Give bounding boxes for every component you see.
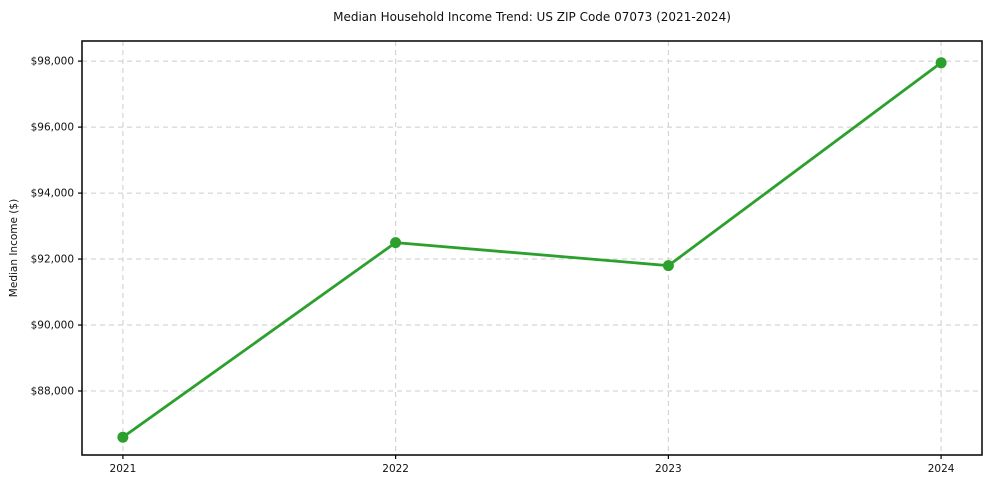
y-tick-label: $94,000 [31, 188, 74, 200]
y-tick-label: $90,000 [31, 320, 74, 332]
x-tick-label: 2023 [655, 463, 682, 475]
x-tick-label: 2024 [928, 463, 955, 475]
data-point-marker [390, 237, 402, 249]
y-tick-label: $92,000 [31, 254, 74, 266]
data-point-marker [117, 431, 129, 443]
y-tick-label: $88,000 [31, 386, 74, 398]
x-tick-label: 2022 [382, 463, 409, 475]
x-tick-label: 2021 [110, 463, 137, 475]
trend-line [121, 61, 943, 439]
y-tick-label: $98,000 [31, 56, 74, 68]
data-point-marker [662, 260, 674, 272]
plot-frame [81, 40, 983, 456]
chart-title: Median Household Income Trend: US ZIP Co… [333, 10, 731, 24]
y-tick-label: $96,000 [31, 122, 74, 134]
data-point-marker [935, 57, 947, 69]
